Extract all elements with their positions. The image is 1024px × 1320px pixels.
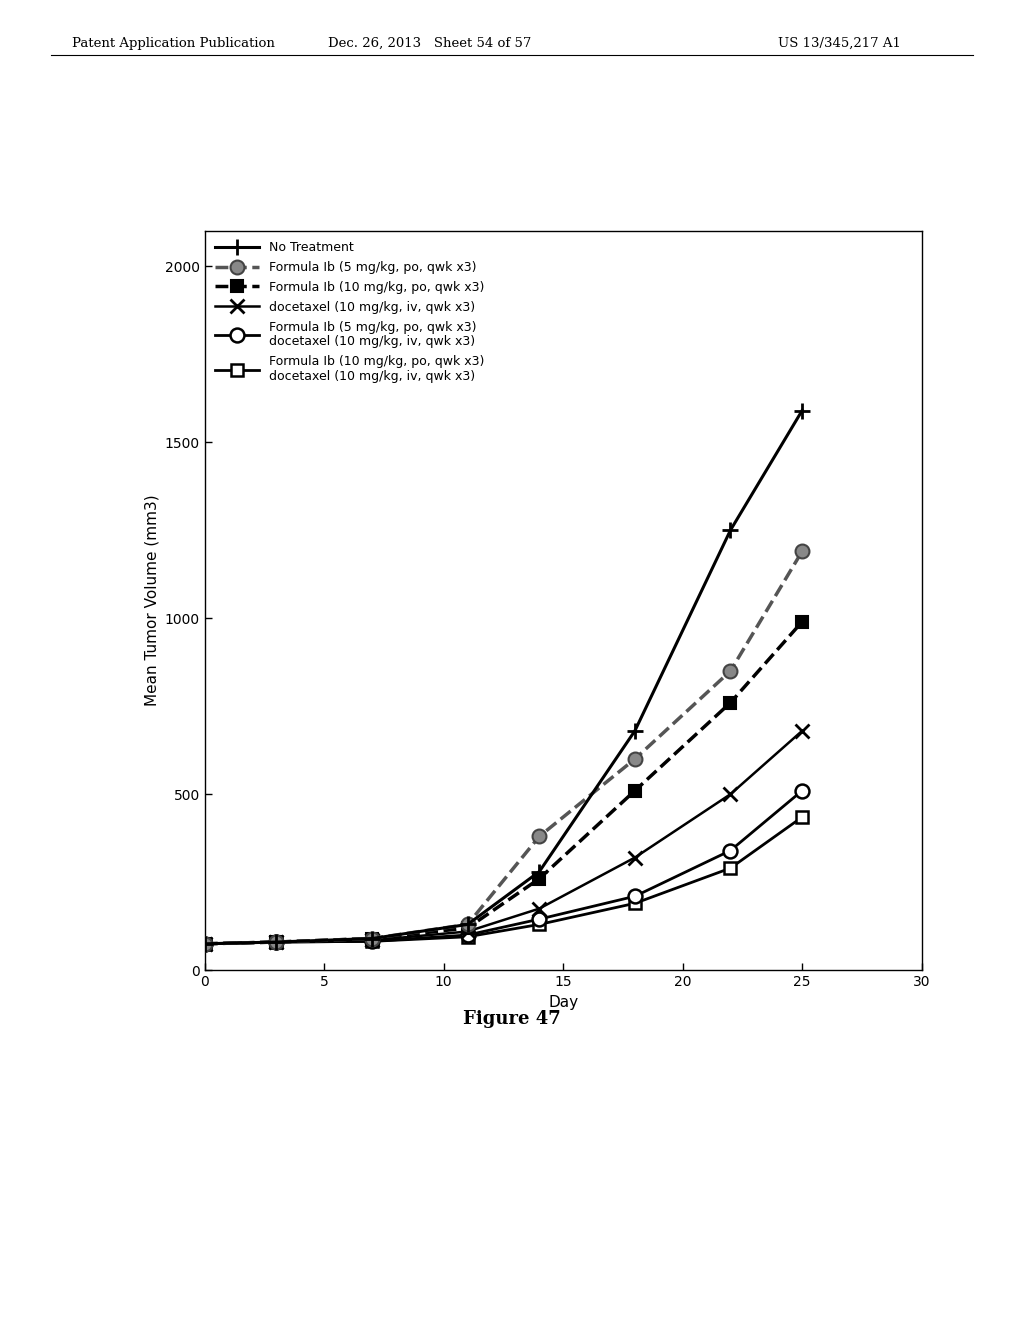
Text: Figure 47: Figure 47 xyxy=(463,1010,561,1028)
Y-axis label: Mean Tumor Volume (mm3): Mean Tumor Volume (mm3) xyxy=(144,495,160,706)
Text: Patent Application Publication: Patent Application Publication xyxy=(72,37,274,50)
X-axis label: Day: Day xyxy=(548,994,579,1010)
Text: Dec. 26, 2013   Sheet 54 of 57: Dec. 26, 2013 Sheet 54 of 57 xyxy=(329,37,531,50)
Legend: No Treatment, Formula Ib (5 mg/kg, po, qwk x3), Formula Ib (10 mg/kg, po, qwk x3: No Treatment, Formula Ib (5 mg/kg, po, q… xyxy=(211,238,487,387)
Text: US 13/345,217 A1: US 13/345,217 A1 xyxy=(778,37,901,50)
